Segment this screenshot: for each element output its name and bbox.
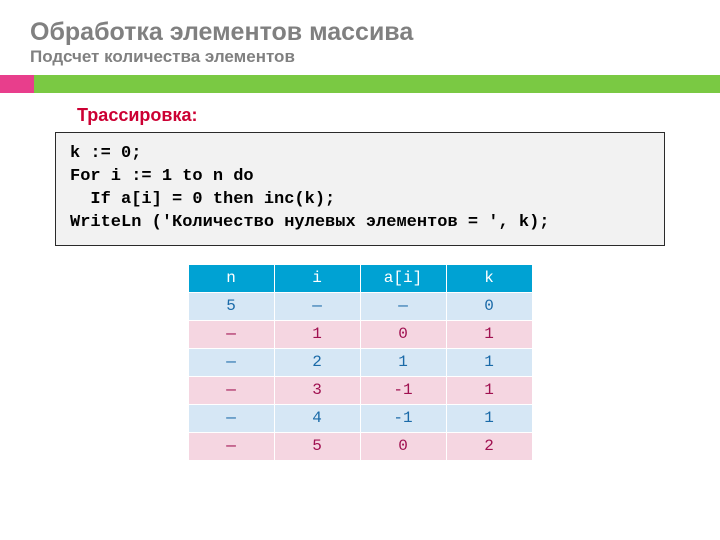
table-cell: 3 (274, 376, 360, 404)
table-cell: 5 (274, 432, 360, 460)
table-cell: 0 (446, 292, 532, 320)
table-cell: 4 (274, 404, 360, 432)
table-cell: — (188, 348, 274, 376)
table-row: —3-11 (188, 376, 532, 404)
stripe-pink (0, 75, 34, 93)
code-box: k := 0; For i := 1 to n do If a[i] = 0 t… (55, 132, 665, 246)
trace-table: nia[i]k 5——0—101—211—3-11—4-11—502 (188, 264, 533, 461)
table-cell: — (188, 404, 274, 432)
table-cell: 2 (446, 432, 532, 460)
table-header-row: nia[i]k (188, 264, 532, 292)
table-cell: — (360, 292, 446, 320)
table-cell: -1 (360, 376, 446, 404)
table-column-header: k (446, 264, 532, 292)
page-title: Обработка элементов массива (30, 18, 690, 47)
table-row: —4-11 (188, 404, 532, 432)
table-cell: 1 (446, 376, 532, 404)
table-cell: — (188, 432, 274, 460)
table-cell: 1 (446, 404, 532, 432)
table-cell: — (274, 292, 360, 320)
table-cell: 1 (446, 348, 532, 376)
table-cell: 0 (360, 320, 446, 348)
table-cell: 1 (274, 320, 360, 348)
accent-stripe (0, 75, 720, 93)
content-area: Трассировка: k := 0; For i := 1 to n do … (0, 93, 720, 461)
table-body: 5——0—101—211—3-11—4-11—502 (188, 292, 532, 460)
title-block: Обработка элементов массива Подсчет коли… (0, 0, 720, 75)
table-cell: — (188, 320, 274, 348)
trace-label: Трассировка: (77, 105, 665, 126)
table-column-header: i (274, 264, 360, 292)
table-row: —211 (188, 348, 532, 376)
table-cell: 2 (274, 348, 360, 376)
table-cell: 0 (360, 432, 446, 460)
stripe-green (34, 75, 720, 93)
table-cell: -1 (360, 404, 446, 432)
page-subtitle: Подсчет количества элементов (30, 47, 690, 67)
table-cell: 5 (188, 292, 274, 320)
table-row: —101 (188, 320, 532, 348)
table-cell: 1 (360, 348, 446, 376)
table-cell: — (188, 376, 274, 404)
table-column-header: n (188, 264, 274, 292)
table-column-header: a[i] (360, 264, 446, 292)
table-cell: 1 (446, 320, 532, 348)
table-row: —502 (188, 432, 532, 460)
table-row: 5——0 (188, 292, 532, 320)
